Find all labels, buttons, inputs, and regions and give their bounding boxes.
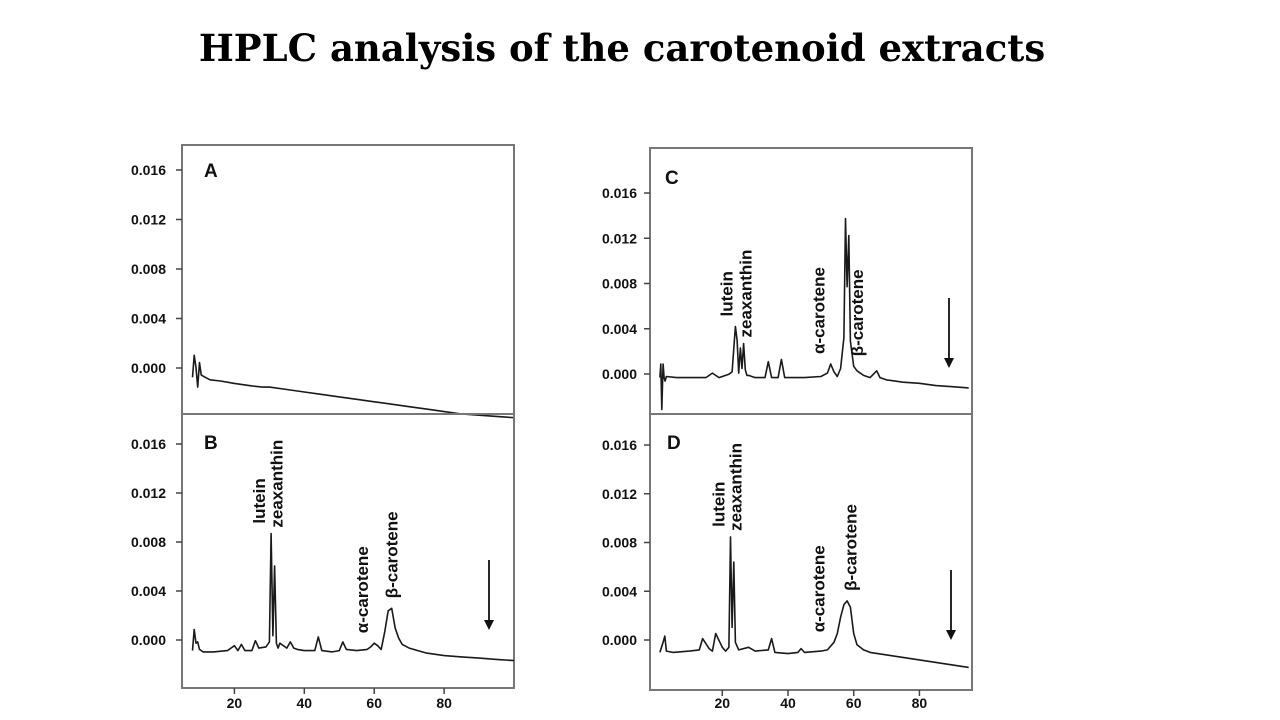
peak-label: zeaxanthin: [726, 443, 745, 531]
y-tick-label: 0.012: [602, 486, 637, 502]
chromatogram-trace: [659, 536, 969, 669]
peak-label: lutein: [710, 482, 729, 527]
x-tick-label: 60: [846, 695, 862, 711]
peak-label: β-carotene: [841, 504, 860, 591]
y-tick-label: 0.000: [602, 366, 637, 382]
y-tick-label: 0.012: [131, 212, 166, 228]
chromatogram-trace: [659, 217, 969, 411]
panel-letter: D: [667, 433, 681, 454]
x-tick-label: 60: [366, 695, 382, 711]
peak-label: lutein: [718, 271, 737, 316]
peak-label: zeaxanthin: [267, 440, 286, 528]
peak-label: lutein: [250, 478, 269, 523]
plot-frame: [181, 413, 515, 689]
y-tick-label: 0.016: [602, 437, 637, 453]
peak-label: zeaxanthin: [736, 250, 755, 338]
chromatogram-trace: [191, 354, 515, 419]
peak-label: β-carotene: [383, 511, 402, 598]
panel-a: A 0.016 0.012 0.008 0.004 0.000: [131, 144, 515, 419]
y-tick-label: 0.012: [602, 230, 637, 246]
y-tick-label: 0.000: [131, 632, 166, 648]
y-tick-label: 0.008: [131, 534, 166, 550]
y-tick-label: 0.008: [131, 261, 166, 277]
peak-label: α-carotene: [810, 545, 829, 632]
y-tick-label: 0.008: [602, 276, 637, 292]
y-tick-label: 0.004: [131, 583, 166, 599]
plot-frame: [649, 413, 973, 691]
x-tick-label: 20: [227, 695, 243, 711]
panel-b: B 0.016 0.012 0.008 0.004 0.000 20 40 60 80 lutein…: [131, 413, 515, 711]
peak-label: α-carotene: [810, 267, 829, 354]
slide-title: HPLC analysis of the carotenoid extracts: [198, 26, 1046, 70]
y-tick-label: 0.000: [602, 632, 637, 648]
y-tick-label: 0.004: [602, 321, 637, 337]
panel-letter: B: [204, 433, 218, 454]
x-tick-label: 80: [912, 695, 928, 711]
panel-letter: C: [665, 168, 679, 189]
x-tick-label: 40: [780, 695, 796, 711]
y-tick-label: 0.012: [131, 485, 166, 501]
end-arrow-head: [946, 630, 956, 640]
y-tick-label: 0.016: [131, 436, 166, 452]
x-tick-label: 80: [436, 695, 452, 711]
y-tick-label: 0.004: [602, 583, 637, 599]
y-tick-label: 0.016: [131, 162, 166, 178]
y-tick-label: 0.004: [131, 311, 166, 327]
x-tick-label: 20: [714, 695, 730, 711]
y-tick-label: 0.016: [602, 185, 637, 201]
peak-label: β-carotene: [848, 269, 867, 356]
panel-d: D 0.016 0.012 0.008 0.004 0.000 20 40 60 80 lutein…: [602, 413, 973, 711]
y-tick-label: 0.000: [131, 360, 166, 376]
panel-c: C 0.016 0.012 0.008 0.004 0.000 lutein zeaxanth…: [602, 147, 973, 415]
x-tick-label: 40: [297, 695, 313, 711]
panel-letter: A: [204, 161, 218, 182]
end-arrow-head: [944, 358, 954, 368]
y-tick-label: 0.008: [602, 535, 637, 551]
peak-label: α-carotene: [353, 546, 372, 633]
chromatogram-trace: [191, 532, 515, 662]
end-arrow-head: [484, 620, 494, 630]
plot-frame: [181, 144, 515, 415]
